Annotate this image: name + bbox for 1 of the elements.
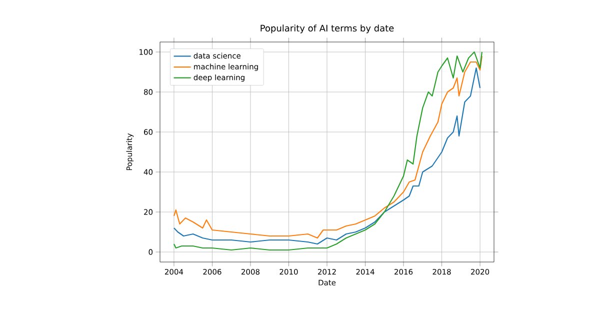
chart-title: Popularity of AI terms by date: [260, 24, 394, 34]
